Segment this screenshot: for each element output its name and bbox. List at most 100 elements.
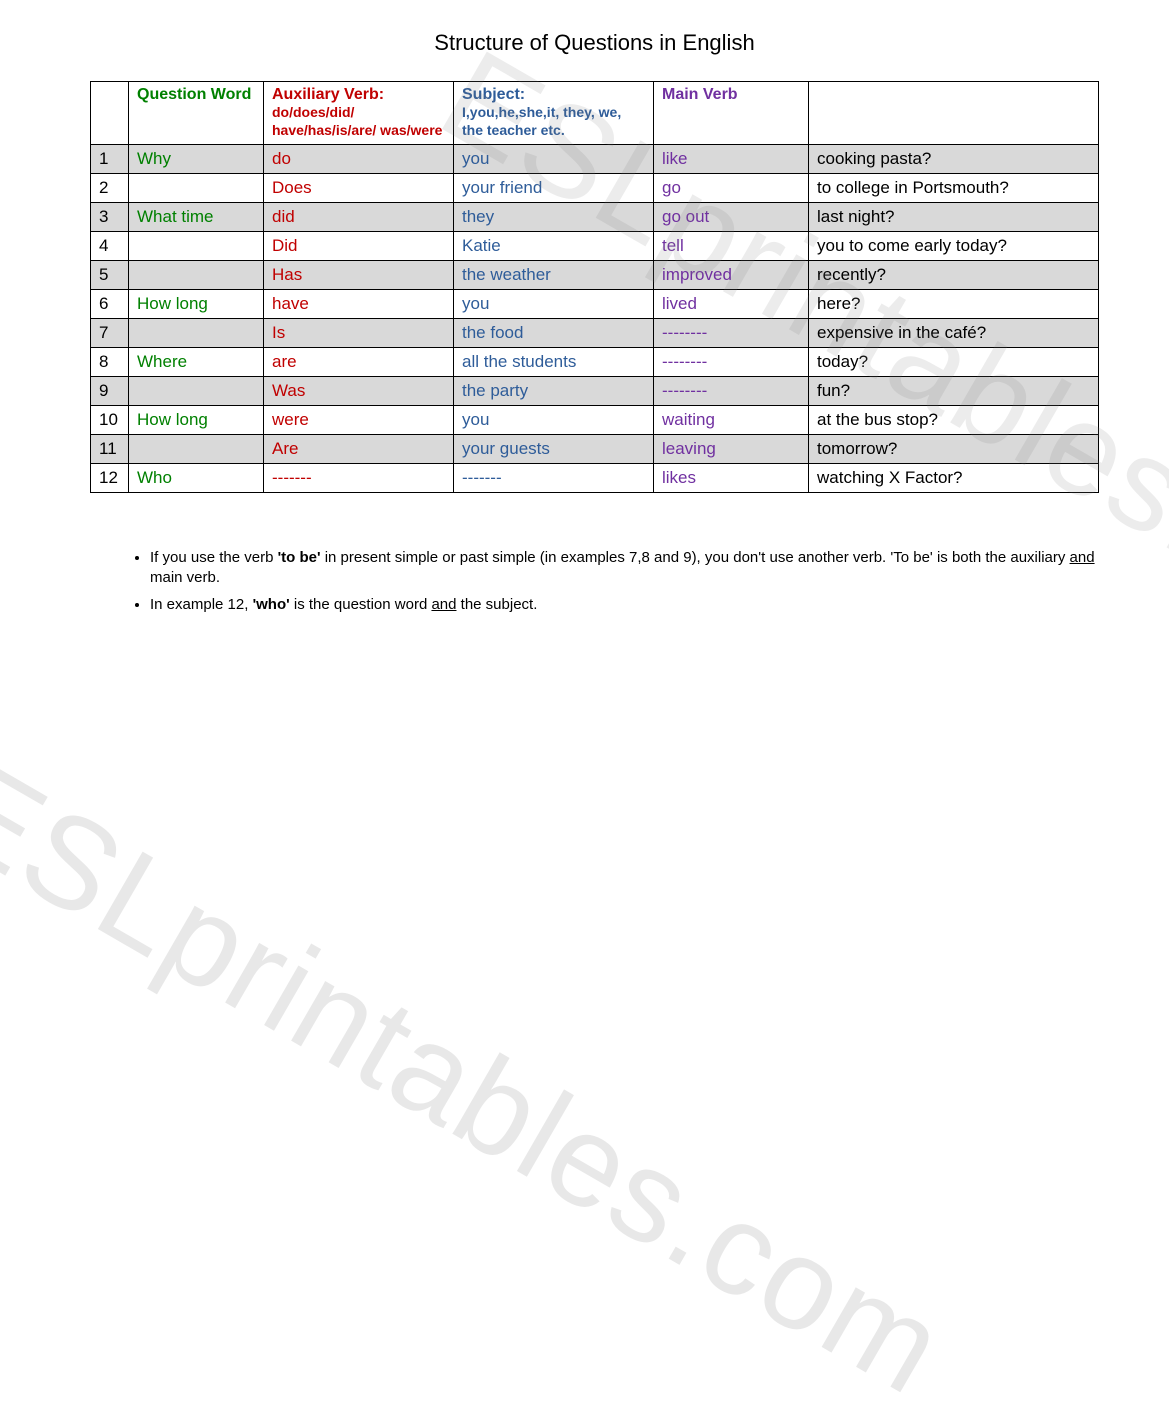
aux-label: Auxiliary Verb: bbox=[272, 86, 384, 103]
cell-rest: tomorrow? bbox=[809, 435, 1099, 464]
cell-subj: your guests bbox=[454, 435, 654, 464]
cell-qword bbox=[129, 377, 264, 406]
cell-main: likes bbox=[654, 464, 809, 493]
note1-bold1: 'to be' bbox=[278, 549, 321, 566]
cell-num: 4 bbox=[91, 232, 129, 261]
watermark-text: ESLprintables.com bbox=[0, 731, 969, 1423]
note-bullet-2: In example 12, 'who' is the question wor… bbox=[150, 595, 1099, 615]
cell-aux: Was bbox=[264, 377, 454, 406]
cell-subj: you bbox=[454, 145, 654, 174]
cell-subj: you bbox=[454, 290, 654, 319]
note1-mid: in present simple or past simple (in exa… bbox=[321, 549, 1070, 566]
cell-subj: the party bbox=[454, 377, 654, 406]
cell-main: -------- bbox=[654, 348, 809, 377]
page-title: Structure of Questions in English bbox=[90, 30, 1099, 56]
cell-main: leaving bbox=[654, 435, 809, 464]
cell-subj: the food bbox=[454, 319, 654, 348]
cell-num: 3 bbox=[91, 203, 129, 232]
cell-aux: have bbox=[264, 290, 454, 319]
cell-rest: watching X Factor? bbox=[809, 464, 1099, 493]
cell-num: 8 bbox=[91, 348, 129, 377]
cell-qword bbox=[129, 435, 264, 464]
table-row: 7 Isthe food --------expensive in the caf… bbox=[91, 319, 1099, 348]
cell-main: -------- bbox=[654, 377, 809, 406]
cell-main: waiting bbox=[654, 406, 809, 435]
cell-main: like bbox=[654, 145, 809, 174]
cell-aux: Are bbox=[264, 435, 454, 464]
note-bullet-1: If you use the verb 'to be' in present s… bbox=[150, 548, 1099, 589]
cell-aux: Is bbox=[264, 319, 454, 348]
aux-sublabel: do/does/did/ have/has/is/are/ was/were bbox=[272, 104, 442, 138]
notes-section: If you use the verb 'to be' in present s… bbox=[90, 548, 1099, 615]
table-body: 1Whydoyoulikecooking pasta?2 Doesyour fri… bbox=[91, 145, 1099, 493]
cell-main: -------- bbox=[654, 319, 809, 348]
header-auxiliary: Auxiliary Verb: do/does/did/ have/has/is… bbox=[264, 82, 454, 145]
cell-qword: Where bbox=[129, 348, 264, 377]
cell-subj: your friend bbox=[454, 174, 654, 203]
note2-bold: 'who' bbox=[253, 596, 290, 613]
cell-rest: you to come early today? bbox=[809, 232, 1099, 261]
header-rest bbox=[809, 82, 1099, 145]
cell-qword: Who bbox=[129, 464, 264, 493]
note2-und: and bbox=[431, 596, 456, 613]
table-row: 2 Doesyour friendgoto college in Portsmou… bbox=[91, 174, 1099, 203]
header-subject: Subject: I,you,he,she,it, they, we, the … bbox=[454, 82, 654, 145]
cell-qword: What time bbox=[129, 203, 264, 232]
cell-main: go bbox=[654, 174, 809, 203]
note2-pre: In example 12, bbox=[150, 596, 253, 613]
cell-main: go out bbox=[654, 203, 809, 232]
cell-aux: Does bbox=[264, 174, 454, 203]
table-row: 11 Areyour guestsleavingtomorrow? bbox=[91, 435, 1099, 464]
cell-main: tell bbox=[654, 232, 809, 261]
cell-rest: here? bbox=[809, 290, 1099, 319]
cell-num: 7 bbox=[91, 319, 129, 348]
cell-aux: Did bbox=[264, 232, 454, 261]
cell-aux: were bbox=[264, 406, 454, 435]
header-row: Question Word Auxiliary Verb: do/does/di… bbox=[91, 82, 1099, 145]
cell-aux: did bbox=[264, 203, 454, 232]
cell-num: 9 bbox=[91, 377, 129, 406]
cell-main: lived bbox=[654, 290, 809, 319]
table-row: 1Whydoyoulikecooking pasta? bbox=[91, 145, 1099, 174]
table-row: 10How longwereyouwaitingat the bus stop? bbox=[91, 406, 1099, 435]
note1-und: and bbox=[1070, 549, 1095, 566]
note2-mid: is the question word bbox=[290, 596, 432, 613]
cell-rest: fun? bbox=[809, 377, 1099, 406]
header-main-verb: Main Verb bbox=[654, 82, 809, 145]
cell-qword bbox=[129, 232, 264, 261]
table-row: 3What timedidtheygo outlast night? bbox=[91, 203, 1099, 232]
subj-label: Subject: bbox=[462, 86, 525, 103]
cell-qword: How long bbox=[129, 290, 264, 319]
header-question-word: Question Word bbox=[129, 82, 264, 145]
subj-sublabel: I,you,he,she,it, they, we, the teacher e… bbox=[462, 104, 621, 138]
cell-rest: recently? bbox=[809, 261, 1099, 290]
cell-qword bbox=[129, 174, 264, 203]
table-row: 12Who --------------likeswatching X Fact… bbox=[91, 464, 1099, 493]
table-row: 8Whereareall the students --------today? bbox=[91, 348, 1099, 377]
cell-main: improved bbox=[654, 261, 809, 290]
cell-subj: all the students bbox=[454, 348, 654, 377]
cell-aux: ------- bbox=[264, 464, 454, 493]
note1-pre: If you use the verb bbox=[150, 549, 278, 566]
cell-num: 1 bbox=[91, 145, 129, 174]
cell-aux: are bbox=[264, 348, 454, 377]
cell-num: 6 bbox=[91, 290, 129, 319]
cell-num: 11 bbox=[91, 435, 129, 464]
cell-subj: they bbox=[454, 203, 654, 232]
cell-qword bbox=[129, 319, 264, 348]
note2-post: the subject. bbox=[456, 596, 537, 613]
table-row: 6How longhaveyoulivedhere? bbox=[91, 290, 1099, 319]
note1-post: main verb. bbox=[150, 569, 220, 586]
cell-aux: Has bbox=[264, 261, 454, 290]
cell-subj: you bbox=[454, 406, 654, 435]
cell-rest: cooking pasta? bbox=[809, 145, 1099, 174]
cell-rest: expensive in the café? bbox=[809, 319, 1099, 348]
cell-num: 2 bbox=[91, 174, 129, 203]
cell-rest: today? bbox=[809, 348, 1099, 377]
cell-num: 5 bbox=[91, 261, 129, 290]
cell-subj: ------- bbox=[454, 464, 654, 493]
cell-rest: to college in Portsmouth? bbox=[809, 174, 1099, 203]
cell-rest: last night? bbox=[809, 203, 1099, 232]
cell-qword bbox=[129, 261, 264, 290]
cell-rest: at the bus stop? bbox=[809, 406, 1099, 435]
